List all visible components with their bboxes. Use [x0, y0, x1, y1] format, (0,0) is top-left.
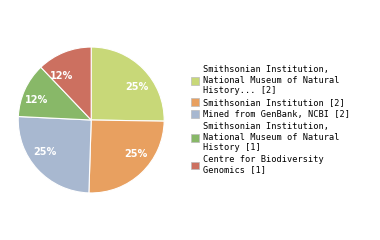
Text: 12%: 12% — [25, 95, 48, 105]
Text: 25%: 25% — [124, 149, 147, 159]
Wedge shape — [89, 120, 164, 193]
Text: 12%: 12% — [50, 71, 74, 81]
Wedge shape — [41, 47, 91, 120]
Wedge shape — [18, 67, 91, 120]
Wedge shape — [91, 47, 164, 121]
Wedge shape — [18, 117, 91, 193]
Text: 25%: 25% — [125, 82, 148, 92]
Legend: Smithsonian Institution,
National Museum of Natural
History... [2], Smithsonian : Smithsonian Institution, National Museum… — [190, 66, 350, 174]
Text: 25%: 25% — [33, 147, 56, 157]
